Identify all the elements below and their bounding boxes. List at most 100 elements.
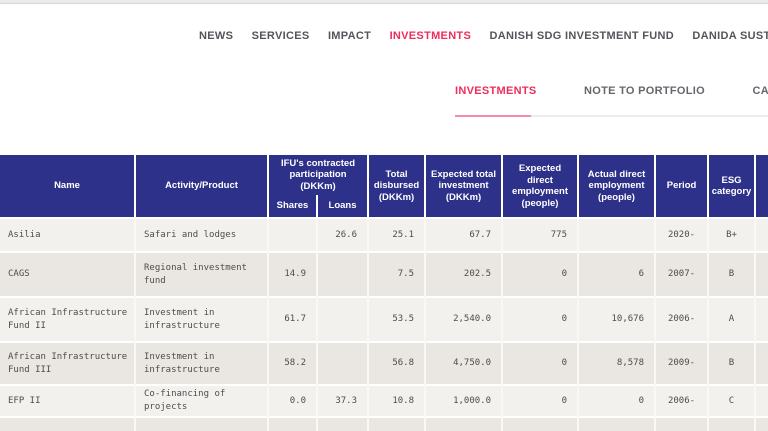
cell-expected-direct [502, 416, 580, 431]
cell-loans [317, 341, 370, 385]
col-header-expected-total-investment: Expected total investment (DKKm) [425, 155, 504, 218]
cell-expected-total: 67.7 [425, 217, 504, 252]
cell-loans [317, 416, 370, 431]
cell-actual-direct [578, 416, 657, 431]
cell-esg: B [708, 341, 757, 385]
cell-name: CAGS [0, 251, 136, 297]
cell-actual-direct: 6 [578, 251, 657, 297]
cell-expected-total: 1,000.0 [425, 384, 504, 417]
cell-shares [268, 217, 318, 252]
tab-strip-divider [531, 115, 768, 117]
cell-shares: 61.7 [268, 296, 318, 342]
col-header-activity-product: Activity/Product [135, 155, 269, 218]
tab-note-to-portfolio[interactable]: NOTE TO PORTFOLIO [583, 85, 705, 97]
tab-cases[interactable]: CASES [752, 85, 768, 97]
col-header-esg-category: ESG category [708, 155, 757, 218]
main-nav: NEWS SERVICES IMPACT INVESTMENTS DANISH … [199, 26, 768, 44]
cell-name: African Infrastructure Fund II [0, 296, 136, 342]
cell-expected-direct: 0 [502, 341, 580, 385]
table-row: CAGS Regional investment fund 14.9 7.5 2… [0, 251, 768, 297]
cell-period [655, 416, 710, 431]
cell-shares: 14.9 [268, 251, 318, 297]
cell-activity: Regional investment fund [135, 251, 269, 297]
cell-expected-direct: 0 [502, 251, 580, 297]
nav-item-news[interactable]: NEWS [199, 30, 234, 42]
cell-loans: 26.6 [317, 217, 370, 252]
cell-period: 2009- [655, 341, 710, 385]
cell-actual-direct: 10,676 [578, 296, 657, 342]
cell-truncated [755, 296, 768, 342]
nav-item-danish-sdg-investment-fund[interactable]: DANISH SDG INVESTMENT FUND [489, 30, 674, 42]
cell-esg: B+ [708, 217, 757, 252]
cell-total-disbursed [368, 416, 427, 431]
cell-period: 2006- [655, 384, 710, 417]
cell-esg: C [708, 384, 757, 417]
col-header-actual-direct-employment: Actual direct employment (people) [578, 155, 657, 218]
cell-total-disbursed: 7.5 [368, 251, 427, 297]
col-header-total-disbursed: Total disbursed (DKKm) [368, 155, 427, 218]
cell-esg: B [708, 251, 757, 297]
nav-item-investments[interactable]: INVESTMENTS [389, 30, 472, 42]
table-row: African Infrastructure Fund III Investme… [0, 341, 768, 385]
cell-truncated [755, 416, 768, 431]
cell-esg [708, 416, 757, 431]
table-row: EFP II Co-financing of projects 0.0 37.3… [0, 384, 768, 417]
cell-activity [135, 416, 269, 431]
col-header-truncated [755, 155, 768, 218]
cell-actual-direct [578, 217, 657, 252]
cell-truncated [755, 341, 768, 385]
cell-total-disbursed: 25.1 [368, 217, 427, 252]
cell-name: African Infrastructure Fund III [0, 341, 136, 385]
col-header-expected-direct-employment: Expected direct employment (people) [502, 155, 580, 218]
table-row: Asilia Safari and lodges 26.6 25.1 67.7 … [0, 217, 768, 252]
cell-truncated [755, 384, 768, 417]
cell-truncated [755, 251, 768, 297]
col-header-period: Period [655, 155, 710, 218]
cell-loans: 37.3 [317, 384, 370, 417]
active-tab-underline [455, 115, 531, 117]
cell-expected-total: 4,750.0 [425, 341, 504, 385]
nav-item-impact[interactable]: IMPACT [327, 30, 372, 42]
cell-total-disbursed: 53.5 [368, 296, 427, 342]
cell-expected-total: 2,540.0 [425, 296, 504, 342]
cell-expected-direct: 775 [502, 217, 580, 252]
cell-actual-direct: 0 [578, 384, 657, 417]
cell-total-disbursed: 10.8 [368, 384, 427, 417]
col-header-shares: Shares [268, 195, 318, 218]
nav-item-danida-sustainable[interactable]: DANIDA SUSTAINABLE IN [692, 30, 768, 42]
cell-activity: Investment in infrastructure [135, 341, 269, 385]
col-header-ifu-contracted-participation: IFU's contracted participation (DKKm) [268, 155, 370, 195]
col-header-loans: Loans [317, 195, 370, 218]
cell-name: Asilia [0, 217, 136, 252]
cell-total-disbursed: 56.8 [368, 341, 427, 385]
cell-shares: 0.0 [268, 384, 318, 417]
cell-name [0, 416, 136, 431]
cell-esg: A [708, 296, 757, 342]
cell-actual-direct: 8,578 [578, 341, 657, 385]
investments-table: Name Activity/Product IFU's contracted p… [0, 155, 768, 431]
cell-activity: Co-financing of projects [135, 384, 269, 417]
cell-activity: Safari and lodges [135, 217, 269, 252]
sub-nav: INVESTMENTS NOTE TO PORTFOLIO CASES [455, 81, 768, 99]
cell-expected-direct: 0 [502, 296, 580, 342]
table-row: African Infrastructure Fund II Investmen… [0, 296, 768, 342]
cell-shares [268, 416, 318, 431]
cell-expected-total: 202.5 [425, 251, 504, 297]
cell-period: 2006- [655, 296, 710, 342]
cell-activity: Investment in infrastructure [135, 296, 269, 342]
cell-truncated [755, 217, 768, 252]
cell-expected-direct: 0 [502, 384, 580, 417]
cell-name: EFP II [0, 384, 136, 417]
cell-loans [317, 251, 370, 297]
cell-period: 2007- [655, 251, 710, 297]
top-hairline-bar [0, 0, 768, 4]
cell-period: 2020- [655, 217, 710, 252]
col-header-name: Name [0, 155, 136, 218]
cell-shares: 58.2 [268, 341, 318, 385]
tab-investments[interactable]: INVESTMENTS [455, 85, 537, 97]
cell-expected-total [425, 416, 504, 431]
table-row-partial [0, 416, 768, 431]
cell-loans [317, 296, 370, 342]
nav-item-services[interactable]: SERVICES [251, 30, 310, 42]
